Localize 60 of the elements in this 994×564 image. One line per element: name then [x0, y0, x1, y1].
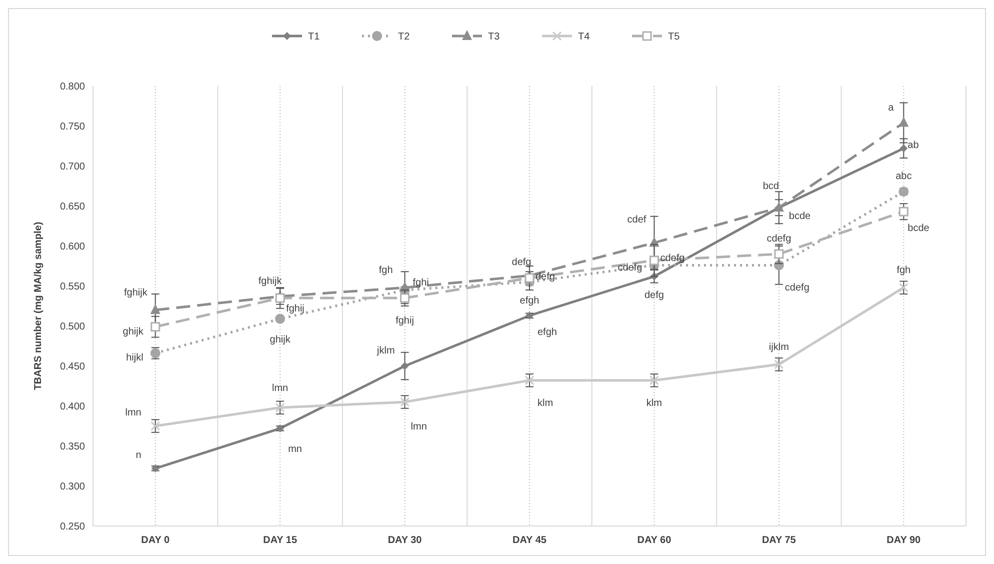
y-tick-label: 0.700 — [60, 162, 86, 172]
annotation: efgh — [520, 296, 540, 306]
x-tick-label: DAY 75 — [762, 535, 796, 546]
annotation: ghijk — [270, 334, 292, 346]
x-tick-label: DAY 45 — [512, 535, 547, 546]
legend-label: T5 — [668, 32, 680, 42]
annotation: lmn — [272, 383, 288, 394]
annotation: a — [888, 102, 894, 114]
annotation: ijklm — [768, 342, 789, 353]
x-tick-label: DAY 0 — [141, 535, 170, 546]
annotation: cdefg — [784, 282, 810, 294]
annotation: jklm — [376, 346, 395, 356]
y-tick-label: 0.300 — [60, 482, 86, 492]
legend-label: T1 — [308, 32, 320, 42]
annotation: fghi — [412, 278, 429, 288]
annotation: cdefg — [618, 262, 642, 274]
y-tick-label: 0.400 — [60, 402, 86, 412]
y-tick-label: 0.650 — [60, 202, 86, 212]
annotation: fgh — [896, 265, 911, 276]
annotation: fghijk — [258, 276, 283, 287]
legend-label: T2 — [398, 32, 410, 42]
annotation: efgh — [538, 327, 557, 338]
annotation: bcd — [762, 181, 779, 192]
annotation: defg — [512, 257, 532, 268]
y-tick-label: 0.500 — [60, 322, 86, 332]
x-tick-label: DAY 30 — [388, 535, 422, 546]
annotation: klm — [538, 398, 554, 409]
annotation: cdefg — [766, 234, 792, 244]
y-tick-label: 0.350 — [60, 442, 86, 452]
annotation: bcde — [788, 211, 812, 222]
y-tick-label: 0.750 — [60, 122, 86, 132]
annotation: lmn — [125, 408, 142, 418]
annotation: ab — [908, 140, 920, 151]
legend-label: T3 — [488, 32, 500, 42]
annotation: cdefg — [660, 252, 685, 264]
annotation: bcde — [908, 223, 930, 234]
y-axis-title: TBARS number (mg MA/kg sample) — [33, 222, 44, 390]
annotation: fghij — [286, 304, 304, 314]
annotation: cdef — [627, 214, 646, 226]
annotation: abc — [896, 171, 912, 182]
annotation: fgh — [378, 265, 393, 276]
annotation: defg — [644, 290, 664, 301]
annotation: mn — [288, 444, 302, 455]
annotation: fghijk — [124, 288, 148, 298]
annotation: hijkl — [126, 352, 144, 364]
legend-label: T4 — [578, 32, 590, 42]
y-tick-label: 0.600 — [60, 242, 86, 252]
annotation: klm — [646, 398, 662, 409]
y-tick-label: 0.250 — [60, 522, 86, 532]
x-tick-label: DAY 90 — [886, 535, 922, 546]
y-tick-label: 0.450 — [60, 362, 86, 372]
annotation: lmn — [410, 422, 427, 432]
y-tick-label: 0.800 — [60, 82, 86, 92]
annotation: n — [136, 450, 142, 461]
annotation: fghij — [396, 316, 414, 326]
x-tick-label: DAY 60 — [637, 535, 672, 546]
x-tick-label: DAY 15 — [263, 535, 298, 546]
annotation: ghijk — [122, 326, 144, 338]
annotation: defg — [536, 272, 555, 282]
y-tick-label: 0.550 — [60, 282, 86, 292]
